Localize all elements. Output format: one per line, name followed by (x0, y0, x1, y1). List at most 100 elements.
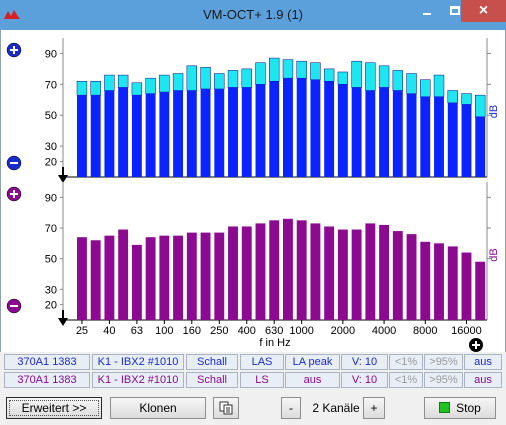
bar (392, 231, 403, 320)
bar (296, 220, 307, 320)
y-tick-label: 50 (45, 110, 57, 122)
bar-peak (310, 62, 321, 80)
bar (324, 226, 335, 320)
clone-button[interactable]: Klonen (110, 397, 206, 419)
app-logo-icon (4, 10, 20, 19)
spectrum-chart: 90 70 50 30 20 dB 90 70 50 30 20 dB 25 40 63 100 160 250 4… (6, 38, 500, 352)
bar-peak (214, 73, 225, 90)
status-cell: V: 10 (341, 354, 388, 370)
y-tick-label: 20 (45, 157, 57, 169)
bar (145, 93, 156, 177)
x-tick-label: 1000 (289, 325, 313, 337)
bar (77, 237, 87, 320)
y-tick-label: 30 (45, 284, 57, 296)
bar (283, 78, 293, 177)
bar (118, 87, 129, 177)
bar-peak (269, 57, 280, 82)
bar-peak (282, 59, 294, 79)
y-tick-label: 20 (45, 300, 57, 312)
bar (406, 93, 417, 177)
scroll-down-arrow-icon (58, 175, 68, 183)
bar-peak (145, 77, 156, 94)
bar (461, 252, 472, 320)
bar (131, 244, 142, 320)
bar-peak (241, 68, 252, 88)
bar-peak (378, 65, 390, 88)
x-tick-label: 63 (131, 325, 143, 337)
extended-button[interactable]: Erweitert >> (6, 397, 102, 419)
bar-peak (475, 94, 486, 118)
unit-label: dB (488, 248, 500, 261)
bar (118, 229, 129, 320)
bar-peak (365, 62, 376, 91)
bar (159, 235, 170, 320)
minimize-button[interactable] (413, 0, 441, 22)
stop-label: Stop (456, 401, 481, 415)
bar (131, 95, 142, 177)
bar (420, 96, 431, 177)
bar (200, 88, 211, 177)
bar-peak (172, 73, 184, 91)
stop-button[interactable]: Stop (424, 397, 496, 419)
x-tick-label: 40 (103, 325, 115, 337)
stop-led-icon (439, 402, 451, 413)
maximize-icon (450, 6, 460, 15)
bottom-toolbar: Erweitert >> Klonen - 2 Kanäle + Stop (0, 389, 506, 425)
bar (186, 232, 197, 320)
decrease-channels-button[interactable]: - (281, 397, 301, 419)
copy-button[interactable] (213, 397, 239, 419)
x-tick-label: 8000 (413, 325, 437, 337)
bar-peak (117, 74, 129, 88)
bar-peak (323, 68, 335, 82)
close-button[interactable]: × (461, 0, 506, 22)
status-cell: V: 10 (341, 372, 388, 388)
maximize-button[interactable] (441, 0, 469, 22)
bar (461, 104, 472, 177)
increase-channels-button[interactable]: + (363, 397, 385, 419)
bar (351, 87, 362, 177)
status-cell: LA peak (285, 354, 340, 370)
bar (337, 84, 348, 177)
bar (310, 223, 321, 320)
bar (337, 229, 348, 320)
y-tick-label: 90 (45, 48, 57, 60)
bar-peak (76, 80, 88, 96)
bar (145, 237, 156, 320)
bar (269, 220, 280, 320)
bar-peak (186, 65, 198, 91)
window-title: VM-OCT+ 1.9 (1) (202, 7, 304, 22)
status-cell: <1% (389, 354, 423, 370)
scroll-down-arrow-icon (58, 318, 68, 326)
status-cell: aus (464, 354, 502, 370)
bar (173, 235, 184, 320)
bar (447, 102, 458, 177)
plot-area: 90 70 50 30 20 dB 90 70 50 30 20 dB 25 40 63 100 160 250 4… (0, 30, 506, 352)
bar (214, 232, 225, 320)
status-cell: 370A1 1383 (4, 372, 90, 388)
status-row-channel-2: 370A1 1383 K1 - IBX2 #1010 Schall LS aus V: 1… (0, 371, 506, 389)
bar (365, 223, 376, 320)
status-cell: Schall (186, 354, 238, 370)
bar-peak (406, 73, 417, 94)
bar (104, 90, 115, 177)
copy-icon (219, 401, 233, 415)
y-tick-label: 30 (45, 141, 57, 153)
bar (447, 246, 458, 320)
x-tick-label: 4000 (372, 325, 396, 337)
bar-peak (351, 60, 362, 88)
title-bar: VM-OCT+ 1.9 (1) × (0, 0, 506, 30)
bar-peak (227, 70, 239, 88)
bar (269, 81, 280, 177)
status-cell: aus (464, 372, 502, 388)
bar (351, 229, 362, 320)
bar (365, 90, 376, 177)
x-tick-label: 25 (76, 325, 88, 337)
bar (77, 95, 87, 177)
bar-peak (296, 60, 307, 79)
bar (434, 96, 444, 177)
x-tick-label: 2000 (331, 325, 355, 337)
status-cell: LAS (240, 354, 284, 370)
bar (475, 116, 486, 177)
bar-peak (392, 70, 404, 91)
bar (296, 78, 307, 177)
